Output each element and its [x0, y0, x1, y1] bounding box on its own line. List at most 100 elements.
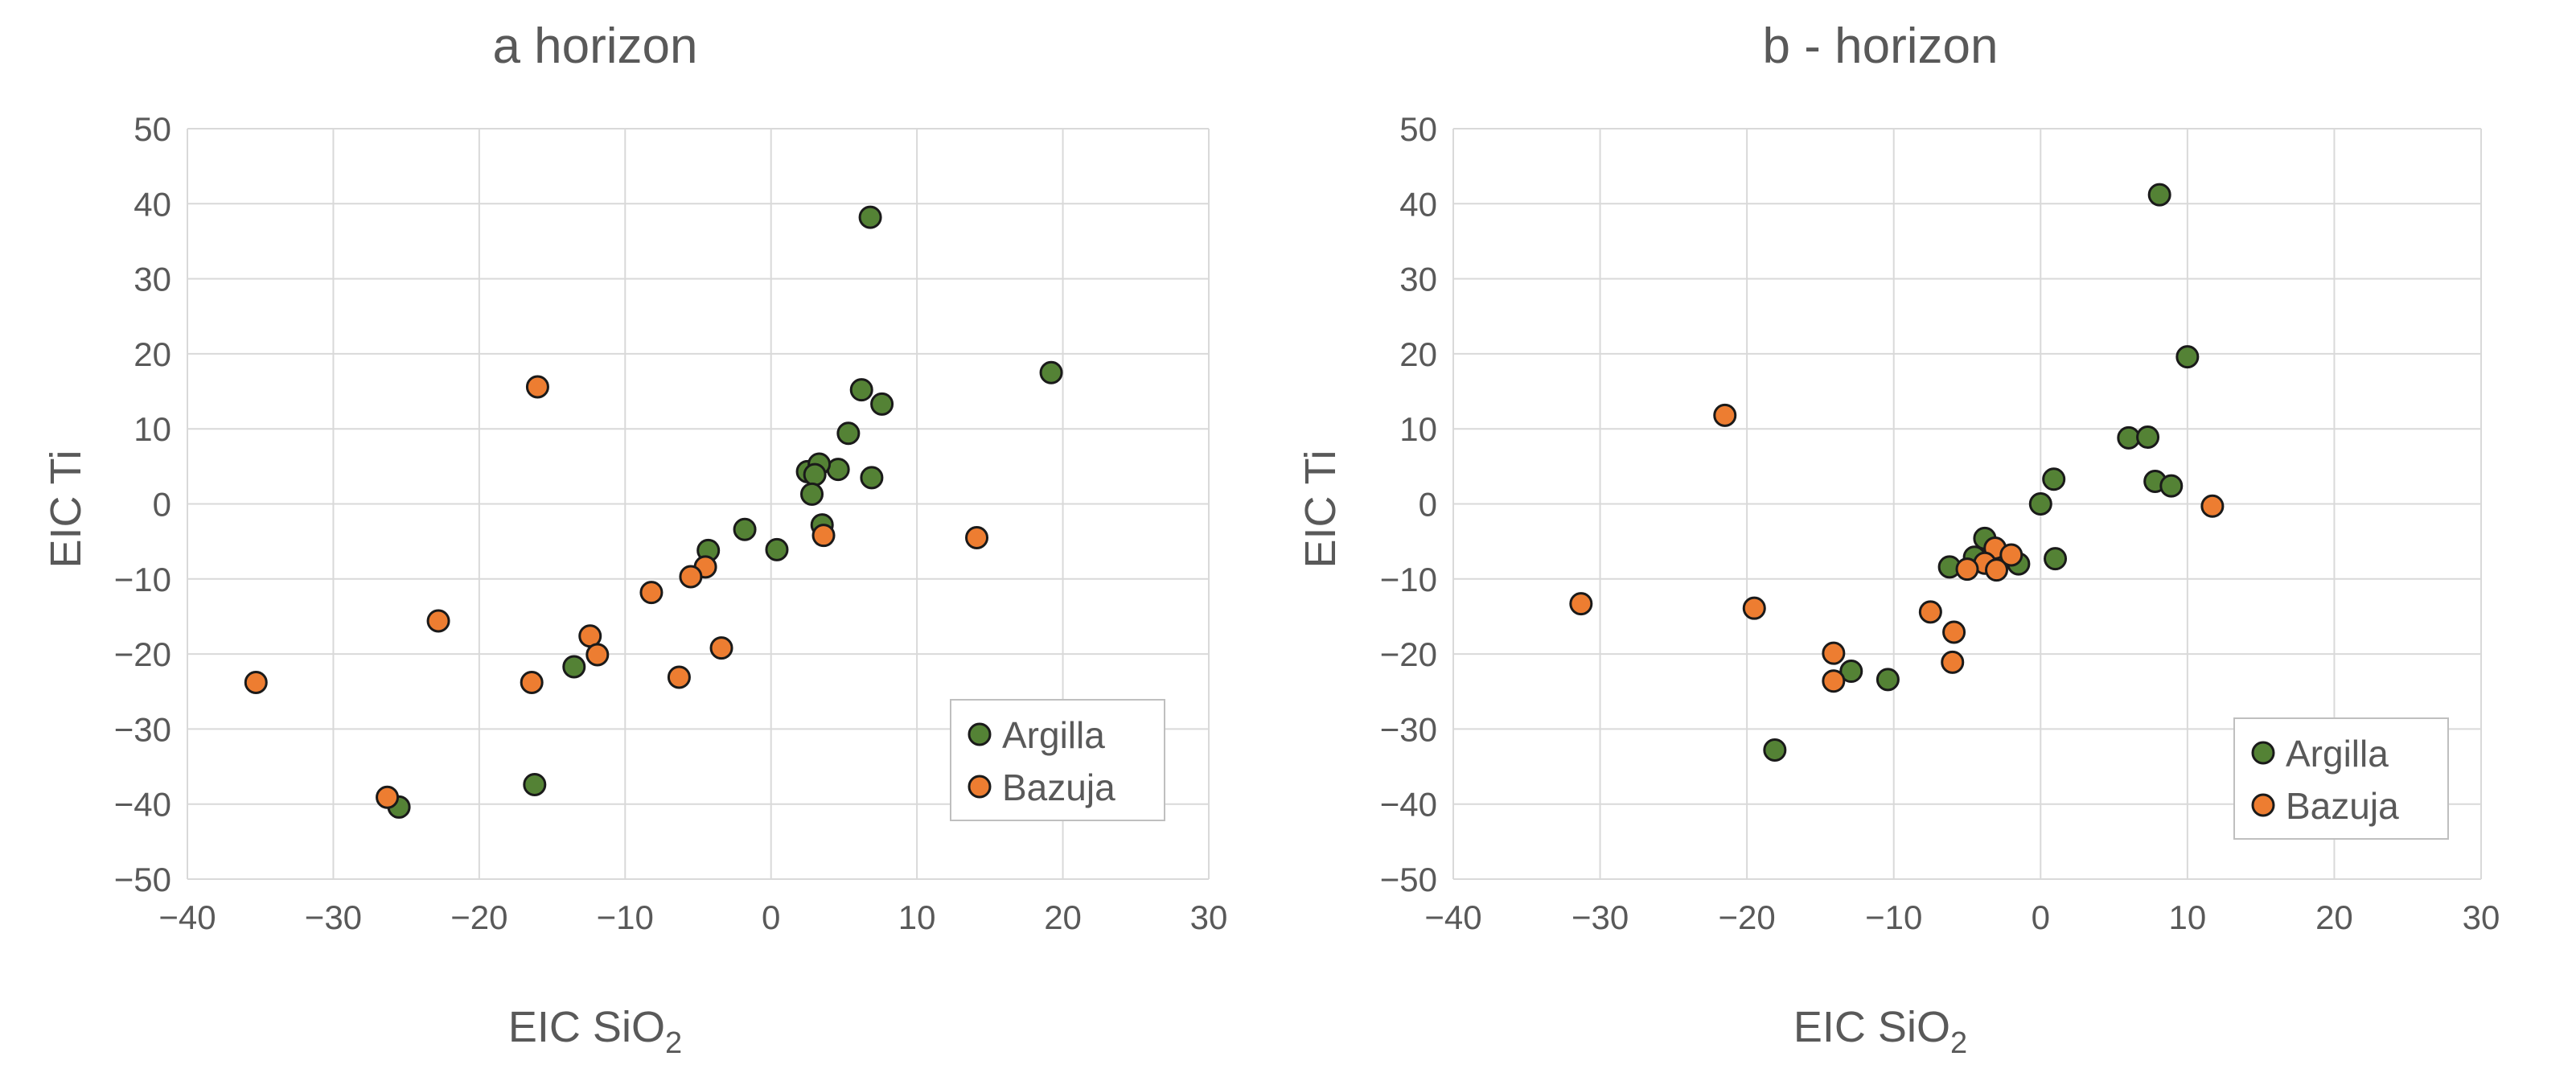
chart-a-point-bazuja [639, 581, 664, 605]
chart-b-x-tick-label: −30 [1571, 898, 1629, 936]
chart-a-legend-marker-bazuja [968, 775, 992, 799]
chart-a-x-tick-label: −10 [597, 898, 654, 936]
chart-a-x-tick-label: 10 [898, 898, 936, 936]
chart-b-y-tick-label: −40 [1380, 786, 1437, 824]
chart-b-point-bazuja [1569, 592, 1593, 616]
chart-b-point-argilla [2147, 183, 2171, 207]
chart-a-points [244, 205, 1063, 819]
chart-b-point-argilla [1876, 668, 1900, 692]
chart-b-x-tick-label: −40 [1424, 898, 1481, 936]
chart-b-point-bazuja [1742, 596, 1766, 620]
chart-b-point-argilla [2028, 492, 2052, 516]
chart-b-horizon: b - horizon −40 −30 −20 −10 0 10 20 30 −50−40−3… [1296, 18, 2500, 1060]
chart-a-y-tick-label: −30 [114, 710, 171, 748]
chart-b-point-bazuja [2200, 494, 2225, 518]
chart-b-point-bazuja [1941, 650, 1965, 674]
chart-a-point-bazuja [426, 609, 450, 633]
chart-b-x-tick-label: 0 [2032, 898, 2050, 936]
chart-a-y-tick-label: 0 [153, 486, 171, 524]
chart-b-legend-marker-argilla [2251, 741, 2275, 765]
chart-b-y-tick-labels: −50 −40 −30 −20 −10 0 10 20 30 40 50 [1380, 110, 1437, 898]
chart-a-legend-box [950, 699, 1165, 821]
chart-a-point-argilla [870, 392, 894, 416]
chart-a-point-bazuja [244, 671, 268, 695]
chart-b-x-tick-label: 30 [2463, 898, 2500, 936]
chart-b-legend-label-argilla: Argilla [2286, 733, 2389, 775]
chart-b-y-axis-label: EIC Ti [1296, 450, 1345, 568]
chart-b-y-tick-label: 40 [1399, 185, 1437, 223]
chart-a-x-tick-label: 0 [762, 898, 780, 936]
chart-a-point-argilla [858, 205, 882, 229]
chart-b-y-tick-label: 0 [1419, 486, 1437, 524]
chart-a-point-argilla [1039, 360, 1063, 384]
chart-a-point-argilla [562, 655, 586, 679]
chart-a-x-tick-label: −30 [305, 898, 362, 936]
chart-a-point-argilla [849, 378, 873, 402]
chart-b-point-argilla [2159, 474, 2184, 498]
chart-b-point-argilla [1763, 738, 1787, 762]
chart-a-point-argilla [523, 772, 547, 796]
chart-a-point-argilla [803, 462, 827, 487]
chart-a-legend-marker-argilla [968, 722, 992, 746]
chart-b-point-argilla [2117, 425, 2141, 450]
chart-a-horizon: a horizon −40 −30 −20 −10 0 10 20 30 −50−40−30−… [42, 18, 1227, 1060]
chart-a-y-tick-labels: −50 −40 −30 −20 −10 0 10 20 30 40 50 [114, 110, 171, 898]
chart-b-x-tick-labels: −40 −30 −20 −10 0 10 20 30 [1424, 898, 2500, 936]
chart-b-x-tick-label: 10 [2168, 898, 2206, 936]
chart-a-point-bazuja [520, 671, 544, 695]
chart-a-point-argilla [765, 537, 789, 561]
chart-b-y-tick-label: −50 [1380, 861, 1437, 898]
chart-b-title: b - horizon [1763, 18, 1999, 74]
chart-a-point-bazuja [811, 524, 836, 548]
chart-a-point-argilla [800, 482, 824, 506]
chart-b-point-argilla [2042, 467, 2066, 491]
chart-b-y-tick-label: 10 [1399, 410, 1437, 448]
chart-a-y-tick-label: −40 [114, 786, 171, 824]
chart-b-point-bazuja [1999, 543, 2023, 567]
chart-b-y-tick-label: −20 [1380, 635, 1437, 673]
chart-b-legend-box [2233, 717, 2449, 840]
chart-a-y-tick-label: 30 [134, 261, 171, 298]
chart-b-point-bazuja [1985, 558, 2009, 582]
chart-b-point-argilla [2175, 345, 2200, 369]
chart-a-x-tick-label: 20 [1044, 898, 1082, 936]
chart-a-point-bazuja [709, 636, 733, 660]
chart-b-x-tick-label: −20 [1719, 898, 1776, 936]
chart-a-x-tick-label: −40 [158, 898, 216, 936]
chart-b-point-bazuja [1955, 557, 1979, 582]
chart-b-legend-label-bazuja: Bazuja [2286, 785, 2399, 827]
chart-b-point-bazuja [1942, 620, 1966, 644]
chart-a-x-tick-label: 30 [1190, 898, 1228, 936]
chart-a-point-bazuja [585, 643, 610, 667]
chart-b-point-bazuja [1713, 403, 1737, 427]
chart-a-legend-label-bazuja: Bazuja [1002, 767, 1115, 808]
chart-a-point-argilla [826, 458, 850, 482]
chart-a-title: a horizon [492, 18, 697, 74]
chart-b-y-tick-label: −10 [1380, 561, 1437, 598]
chart-b-x-tick-label: 20 [2315, 898, 2353, 936]
chart-a-y-tick-label: −10 [114, 561, 171, 598]
chart-a-y-tick-label: 20 [134, 335, 171, 373]
chart-a-x-axis-label: EIC SiO2 [508, 1003, 682, 1060]
chart-b-y-tick-label: 20 [1399, 335, 1437, 373]
chart-b-y-tick-label: −30 [1380, 710, 1437, 748]
chart-b-point-bazuja [1822, 641, 1846, 665]
chart-a-point-bazuja [679, 565, 703, 589]
chart-b-y-tick-label: 50 [1399, 110, 1437, 148]
chart-b-point-argilla [1839, 660, 1863, 684]
chart-a-legend: Argilla Bazuja [950, 699, 1165, 821]
chart-b-point-bazuja [1822, 669, 1846, 693]
chart-b-legend: Argilla Bazuja [2233, 717, 2449, 840]
chart-a-point-argilla [860, 466, 884, 490]
chart-b-x-tick-label: −10 [1865, 898, 1922, 936]
chart-b-y-tick-label: 30 [1399, 261, 1437, 298]
chart-a-y-tick-label: −20 [114, 635, 171, 673]
chart-b-legend-marker-bazuja [2251, 793, 2275, 817]
chart-a-point-bazuja [667, 665, 691, 689]
chart-a-point-argilla [733, 517, 757, 541]
chart-a-gridlines [187, 128, 1210, 880]
chart-a-x-tick-labels: −40 −30 −20 −10 0 10 20 30 [158, 898, 1227, 936]
chart-b-point-argilla [2044, 547, 2068, 571]
